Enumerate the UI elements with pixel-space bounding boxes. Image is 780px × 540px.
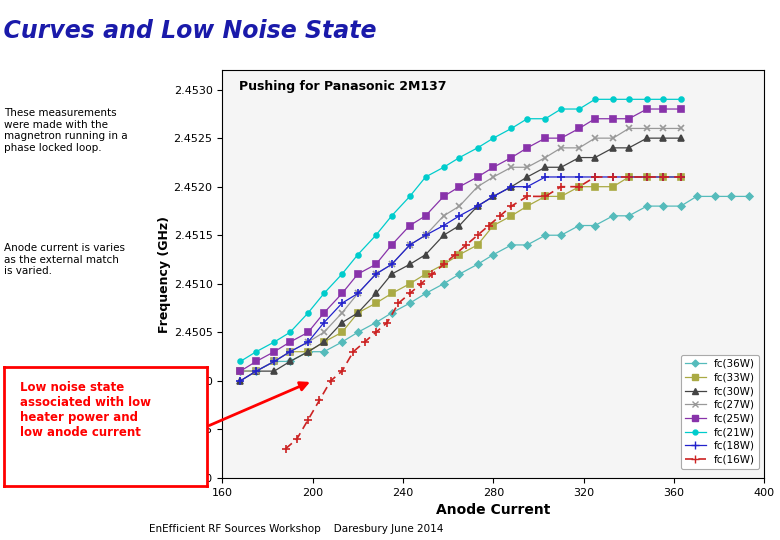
Text: Anode current is varies
as the external match
is varied.: Anode current is varies as the external … xyxy=(4,243,125,276)
Text: Pushing for Panasonic 2M137: Pushing for Panasonic 2M137 xyxy=(239,80,446,93)
Text: EnEfficient RF Sources Workshop    Daresbury June 2014: EnEfficient RF Sources Workshop Daresbur… xyxy=(149,523,444,534)
Y-axis label: Frequency (GHz): Frequency (GHz) xyxy=(158,215,171,333)
X-axis label: Anode Current: Anode Current xyxy=(436,503,551,517)
Text: Pushing Curves and Low Noise State: Pushing Curves and Low Noise State xyxy=(0,19,377,43)
Legend: fc(36W), fc(33W), fc(30W), fc(27W), fc(25W), fc(21W), fc(18W), fc(16W): fc(36W), fc(33W), fc(30W), fc(27W), fc(2… xyxy=(681,355,759,469)
Text: These measurements
were made with the
magnetron running in a
phase locked loop.: These measurements were made with the ma… xyxy=(4,108,127,153)
Text: Low noise state
associated with low
heater power and
low anode current: Low noise state associated with low heat… xyxy=(20,381,151,440)
